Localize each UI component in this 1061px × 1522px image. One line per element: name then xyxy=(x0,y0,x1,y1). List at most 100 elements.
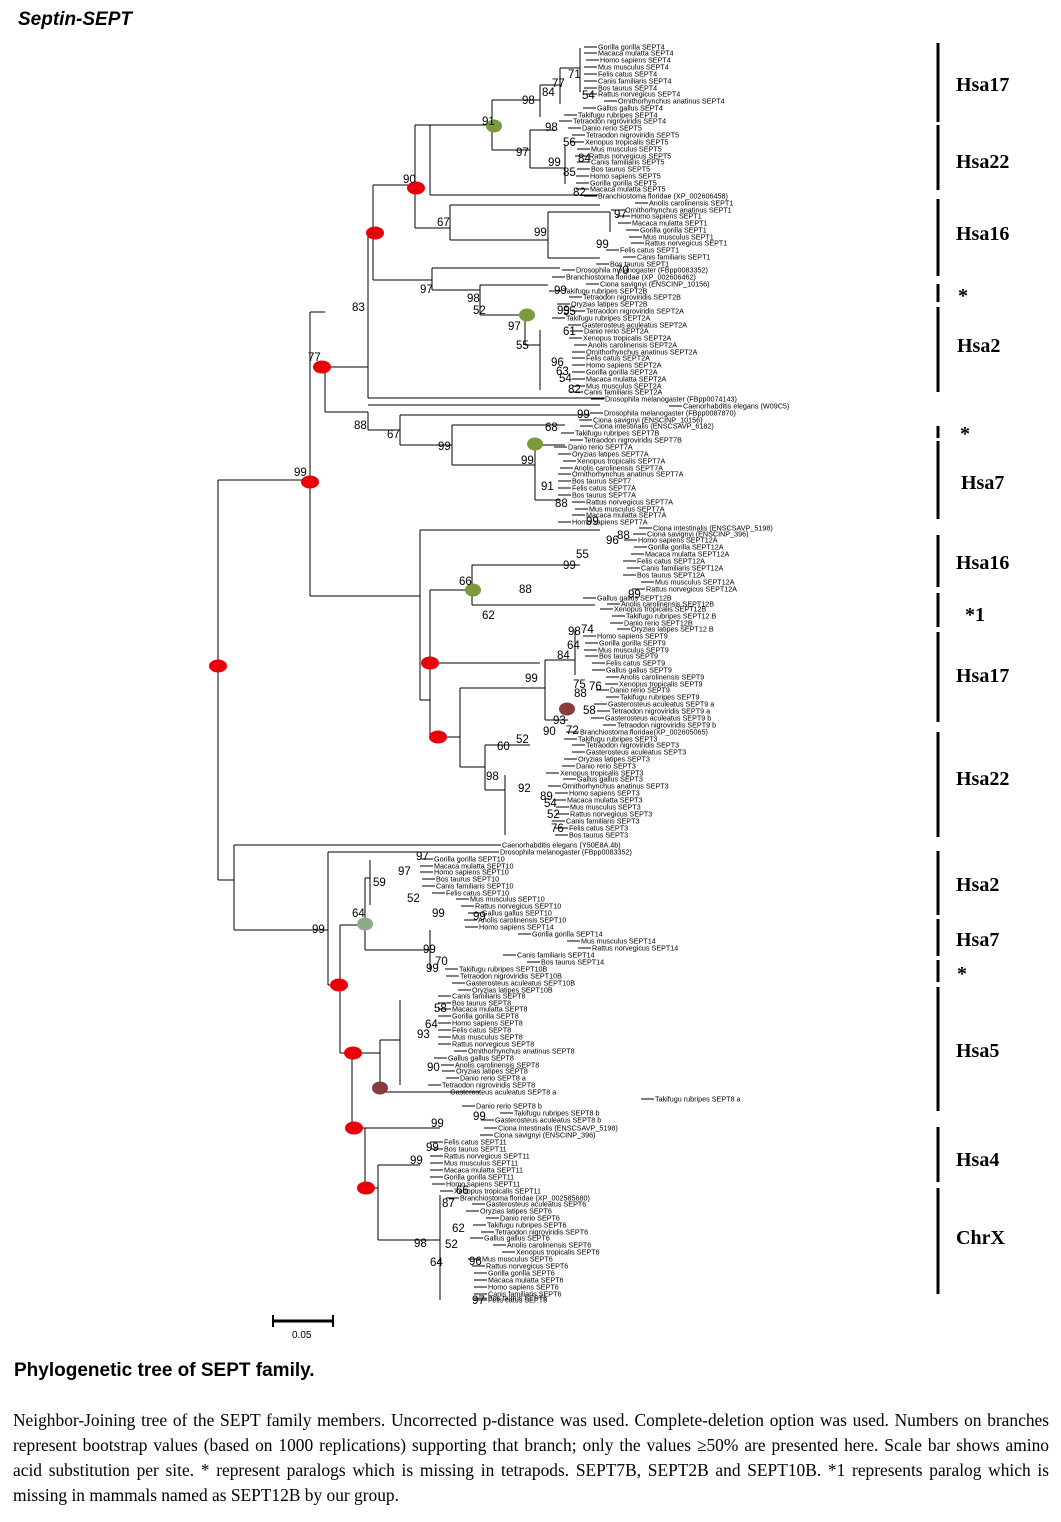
bootstrap-value: 84 xyxy=(578,153,591,165)
taxon-label: Homo sapiens SEPT9 xyxy=(597,632,668,641)
bootstrap-value: 64 xyxy=(567,640,580,652)
bootstrap-value: 97 xyxy=(398,866,411,878)
taxon-label: Oryzias latipes SEPT7A xyxy=(572,450,649,459)
taxon-label: Felis catus SEPT1 xyxy=(620,246,679,255)
taxon-label: Takifugu rubripes SEPT9 xyxy=(620,693,700,702)
node-marker-red xyxy=(407,181,425,195)
taxon-label: Gorilla gorilla SEPT6 xyxy=(488,1269,555,1278)
clade-label: ChrX xyxy=(956,1227,1005,1249)
node-marker-green xyxy=(465,583,481,597)
bootstrap-value: 74 xyxy=(581,624,594,636)
bootstrap-value: 82 xyxy=(568,384,581,396)
node-marker-maroon xyxy=(372,1081,388,1095)
caption-body: Neighbor-Joining tree of the SEPT family… xyxy=(13,1410,1049,1505)
taxon-label: Homo sapiens SEPT1 xyxy=(631,212,702,221)
clade-label: *1 xyxy=(965,604,985,626)
taxon-label: Macaca mulatta SEPT6 xyxy=(488,1276,564,1285)
figure-title: Septin-SEPT xyxy=(18,9,133,30)
taxon-label: Ciona intestinalis (ENSCSAVP_6182) xyxy=(594,422,714,431)
taxon-label: Mus musculus SEPT8 xyxy=(452,1033,523,1042)
taxon-label: Homo sapiens SEPT10 xyxy=(434,868,509,877)
bootstrap-value: 76 xyxy=(589,681,602,693)
taxon-label: Canis familiaris SEPT8 xyxy=(452,992,526,1001)
bootstrap-value: 58 xyxy=(434,1003,447,1015)
taxon-label: Danio rerio SEPT12B xyxy=(624,619,693,628)
bootstrap-value: 99 xyxy=(432,908,445,920)
taxon-label: Gasterosteus aculeatus SEPT6 xyxy=(486,1200,586,1209)
taxon-label: Anolis carolinensis SEPT9 xyxy=(620,673,704,682)
taxon-label: Canis familiaris SEPT6 xyxy=(488,1290,562,1299)
taxon-label: Branchiostoma floridae(XP_002605065) xyxy=(580,728,708,737)
taxon-label: Anolis carolinensis SEPT7A xyxy=(574,464,663,473)
node-marker-red xyxy=(301,475,319,489)
taxon-label: Gallus gallus SEPT8 xyxy=(448,1054,514,1063)
scale-bar: 0.05 xyxy=(272,1315,334,1341)
bootstrap-value: 84 xyxy=(542,87,555,99)
bootstrap-value: 70 xyxy=(616,265,629,277)
bootstrap-value: 99 xyxy=(557,305,570,317)
taxon-label: Macaca mulatta SEPT1 xyxy=(632,219,708,228)
taxon-label: Mus musculus SEPT7A xyxy=(589,505,665,514)
taxon-label: Bos taurus SEPT9 xyxy=(599,652,658,661)
bootstrap-value: 98 xyxy=(486,771,499,783)
taxon-label: Gorilla gorilla SEPT1 xyxy=(640,226,707,235)
taxon-label: Canis familiaris SEPT3 xyxy=(566,817,640,826)
taxon-label: Bos taurus SEPT1 xyxy=(610,260,669,269)
bootstrap-value: 52 xyxy=(445,1239,458,1251)
clade-label: * xyxy=(960,423,970,445)
bootstrap-value: 55 xyxy=(516,340,529,352)
taxon-label: Xenopus tropicalis SEPT2A xyxy=(583,334,671,343)
taxon-label: Felis catus SEPT7A xyxy=(572,484,636,493)
bootstrap-value: 99 xyxy=(525,673,538,685)
taxon-label: Homo sapiens SEPT3 xyxy=(569,789,640,798)
taxon-label: Tetraodon nigroviridis SEPT6 xyxy=(495,1228,588,1237)
taxon-label: Danio rerio SEPT3 xyxy=(576,762,636,771)
caption-heading: Phylogenetic tree of SEPT family. xyxy=(14,1360,315,1381)
bootstrap-value: 96 xyxy=(469,1256,482,1268)
bootstrap-value: 99 xyxy=(426,963,439,975)
bootstrap-value: 60 xyxy=(497,741,510,753)
taxon-label: Macaca mulatta SEPT8 xyxy=(452,1005,528,1014)
bootstrap-value: 83 xyxy=(352,302,365,314)
bootstrap-value: 96 xyxy=(551,357,564,369)
node-marker-red xyxy=(421,656,439,670)
taxon-label: Ciona intestinalis (ENSCSAVP_5198) xyxy=(498,1124,618,1133)
taxon-label: Danio rerio SEPT8 a xyxy=(460,1074,526,1083)
taxon-label: Danio rerio SEPT5 xyxy=(582,124,642,133)
bootstrap-value: 61 xyxy=(563,326,576,338)
tree-branches xyxy=(217,48,611,1300)
node-marker-red xyxy=(330,978,348,992)
taxon-label: Gorilla gorilla SEPT2A xyxy=(586,368,658,377)
bootstrap-value: 52 xyxy=(516,734,529,746)
taxon-label: Mus musculus SEPT6 xyxy=(482,1255,553,1264)
bootstrap-value: 85 xyxy=(563,167,576,179)
node-marker-maroon xyxy=(559,702,575,716)
taxon-label: Gorilla gorilla SEPT8 xyxy=(452,1012,519,1021)
clade-label: Hsa22 xyxy=(956,151,1009,173)
taxon-label: Bos taurus SEPT3 xyxy=(569,831,628,840)
node-marker-red xyxy=(344,1046,362,1060)
taxon-label: Tetraodon nigroviridis SEPT3 xyxy=(586,741,679,750)
taxon-label: Gorilla gorilla SEPT11 xyxy=(444,1173,514,1182)
bootstrap-value: 88 xyxy=(555,498,568,510)
taxon-label: Canis familiaris SEPT10 xyxy=(436,882,514,891)
clade-label: Hsa16 xyxy=(956,552,1009,574)
taxon-label: Ciona intestinalis (ENSCSAVP_5198) xyxy=(653,524,773,533)
taxon-label: Tetraodon nigroviridis SEPT2B xyxy=(583,293,681,302)
taxon-label: Macaca mulatta SEPT7A xyxy=(586,511,667,520)
bootstrap-value: 99 xyxy=(534,227,547,239)
bootstrap-value: 54 xyxy=(582,90,595,102)
bootstrap-value: 88 xyxy=(354,420,367,432)
node-marker-red xyxy=(366,226,384,240)
bootstrap-value: 98 xyxy=(414,1238,427,1250)
bootstrap-value: 68 xyxy=(545,422,558,434)
taxon-label: Macaca mulatta SEPT5 xyxy=(590,185,666,194)
bootstrap-value: 91 xyxy=(482,116,495,128)
taxon-label: Mus musculus SEPT12A xyxy=(655,578,735,587)
taxon-label: Gasterosteus aculeatus SEPT9 a xyxy=(608,700,714,709)
bootstrap-value: 98 xyxy=(545,122,558,134)
bootstrap-value: 99 xyxy=(473,911,486,923)
taxon-label: Oryzias latipes SEPT3 xyxy=(578,755,650,764)
clade-label: Hsa5 xyxy=(956,1040,999,1062)
